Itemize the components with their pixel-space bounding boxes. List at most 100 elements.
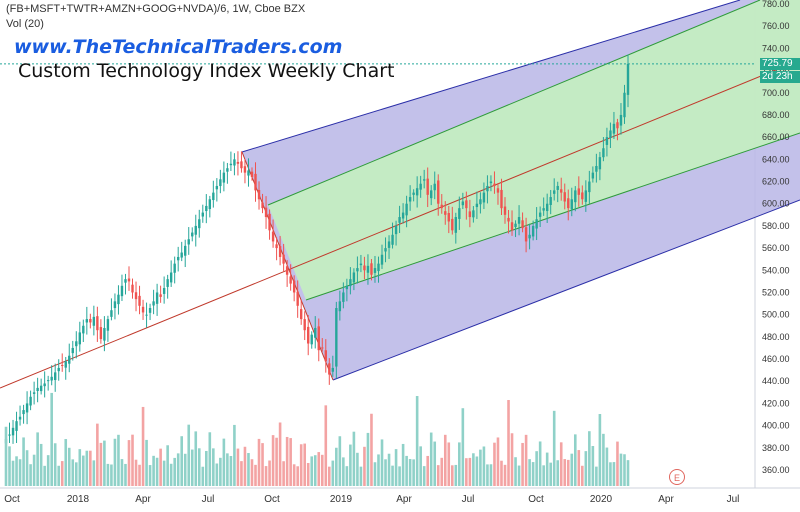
volume-bar xyxy=(113,438,117,486)
volume-bar xyxy=(398,466,401,486)
volume-bar xyxy=(50,392,53,486)
candle-body xyxy=(117,294,120,305)
candle-body xyxy=(437,180,440,204)
candle-body xyxy=(138,295,141,306)
volume-bar xyxy=(233,424,236,486)
candle-body xyxy=(194,225,197,235)
volume-bar xyxy=(197,448,201,486)
volume-bar xyxy=(461,408,465,486)
volume-bar xyxy=(440,457,444,486)
volume-bar xyxy=(264,466,268,486)
volume-bar xyxy=(581,465,584,486)
volume-bar xyxy=(166,445,169,486)
candle-body xyxy=(29,396,32,406)
volume-bar xyxy=(612,462,616,486)
candle-body xyxy=(560,189,563,193)
candle-body xyxy=(521,220,524,229)
candle-body xyxy=(268,213,271,231)
candle-body xyxy=(609,130,612,138)
candle-body xyxy=(18,416,22,420)
candle-body xyxy=(553,190,556,194)
volume-bar xyxy=(619,453,623,486)
candle-body xyxy=(380,254,384,265)
volume-bar xyxy=(595,466,598,486)
volume-bar xyxy=(577,450,581,486)
volume-bar xyxy=(426,455,429,486)
volume-bar xyxy=(345,466,349,486)
volume-bar xyxy=(106,463,110,486)
volume-bar xyxy=(67,447,71,486)
volume-bar xyxy=(247,453,250,486)
candle-body xyxy=(212,192,215,201)
candle-body xyxy=(184,245,187,256)
candle-body xyxy=(567,198,570,209)
volume-bar xyxy=(120,459,124,486)
candle-body xyxy=(605,137,609,145)
volume-bar xyxy=(190,449,194,486)
candle-body xyxy=(373,268,377,273)
candle-body xyxy=(148,308,152,313)
earnings-event-marker[interactable]: E xyxy=(669,469,685,485)
x-tick-label: Oct xyxy=(264,494,280,505)
volume-legend[interactable]: Vol (20) xyxy=(6,18,44,30)
candle-body xyxy=(250,171,254,178)
volume-bar xyxy=(496,437,500,486)
volume-bar xyxy=(535,451,538,486)
x-tick-label: 2020 xyxy=(590,494,613,505)
volume-bar xyxy=(180,436,184,486)
candle-body xyxy=(141,306,145,313)
y-tick-label: 660.00 xyxy=(762,132,790,142)
candle-body xyxy=(134,292,138,300)
volume-bar xyxy=(531,462,535,486)
volume-bar xyxy=(349,444,352,486)
volume-bar xyxy=(141,406,145,486)
pitchfork-lower-inner-line xyxy=(305,132,800,301)
candle-body xyxy=(602,148,605,158)
volume-bar xyxy=(320,454,324,486)
candle-body xyxy=(510,222,514,231)
candle-body xyxy=(528,234,531,239)
candle-body xyxy=(363,265,366,271)
volume-bar xyxy=(310,456,314,486)
candle-body xyxy=(595,165,598,172)
candle-body xyxy=(205,205,208,212)
candle-body xyxy=(454,217,458,233)
pitchfork-upper-inner-line xyxy=(267,0,761,206)
volume-bar xyxy=(226,453,229,486)
candle-body xyxy=(531,225,535,237)
volume-bar xyxy=(212,448,215,486)
symbol-legend[interactable]: (FB+MSFT+TWTR+AMZN+GOOG+NVDA)/6, 1W, Cbo… xyxy=(6,3,306,15)
candle-body xyxy=(191,232,194,237)
y-tick-label: 520.00 xyxy=(762,287,790,297)
candle-body xyxy=(433,183,436,191)
volume-bar xyxy=(514,457,517,486)
candle-body xyxy=(219,179,222,187)
candle-body xyxy=(187,239,190,245)
volume-bar xyxy=(78,449,82,486)
volume-bar xyxy=(8,446,11,486)
volume-bar xyxy=(110,464,113,486)
volume-bar xyxy=(549,462,552,486)
candle-body xyxy=(176,256,180,261)
volume-bar xyxy=(609,462,612,486)
volume-bar xyxy=(493,442,496,486)
candle-body xyxy=(215,185,219,190)
volume-bar xyxy=(117,434,120,486)
candle-body xyxy=(359,263,363,266)
volume-bar xyxy=(479,449,482,486)
candle-body xyxy=(299,309,303,320)
candle-body xyxy=(50,376,53,381)
volume-bar xyxy=(85,450,89,486)
candle-body xyxy=(335,308,338,367)
candle-body xyxy=(619,114,623,126)
volume-bar xyxy=(528,459,531,486)
volume-bar xyxy=(148,465,152,486)
volume-bar xyxy=(257,438,261,486)
candle-body xyxy=(110,310,113,317)
candle-body xyxy=(222,172,226,183)
y-tick-label: 580.00 xyxy=(762,221,790,231)
candle-body xyxy=(500,189,503,209)
candle-body xyxy=(626,63,630,95)
volume-bar xyxy=(183,453,187,486)
